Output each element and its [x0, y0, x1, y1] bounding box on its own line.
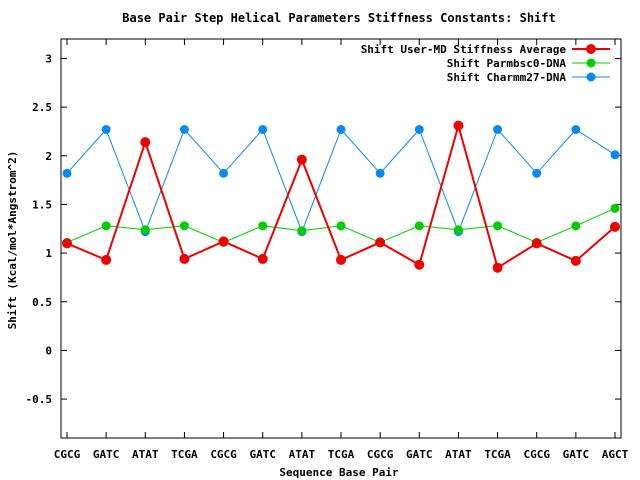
series-1 — [62, 120, 620, 273]
x-axis-label: Sequence Base Pair — [279, 466, 399, 479]
data-point — [101, 221, 111, 231]
y-tick-label: 2.5 — [32, 101, 52, 114]
data-point — [493, 221, 503, 231]
data-point — [336, 221, 346, 231]
y-tick-label: -0.5 — [26, 393, 53, 406]
chart-title: Base Pair Step Helical Parameters Stiffn… — [122, 11, 555, 25]
data-point — [414, 125, 424, 135]
x-tick-label: ATAT — [289, 448, 316, 461]
data-point — [453, 225, 463, 235]
data-point — [375, 168, 385, 178]
data-point — [571, 125, 581, 135]
data-point — [571, 221, 581, 231]
x-tick-label: GATC — [563, 448, 590, 461]
data-point — [610, 203, 620, 213]
legend-label: Shift Parmbsc0-DNA — [447, 57, 567, 70]
x-tick-label: ATAT — [132, 448, 159, 461]
x-tick-label: CGCG — [367, 448, 394, 461]
data-point — [570, 255, 581, 266]
series-layer — [62, 120, 620, 273]
data-point — [492, 262, 503, 273]
data-point — [453, 120, 464, 131]
data-point — [257, 253, 268, 264]
data-point — [140, 225, 150, 235]
data-point — [493, 125, 503, 135]
y-tick-label: 1.5 — [32, 198, 52, 211]
data-point — [179, 221, 189, 231]
y-axis: -0.5 0 0.5 1 1.5 2 2.5 3 — [26, 52, 621, 406]
y-tick-label: 2 — [45, 150, 52, 163]
data-point — [531, 238, 542, 249]
data-point — [140, 137, 151, 148]
data-point — [414, 259, 425, 270]
legend-swatch-point — [586, 58, 596, 68]
data-point — [297, 226, 307, 236]
x-tick-label: ATAT — [445, 448, 472, 461]
data-point — [610, 221, 620, 232]
data-point — [101, 254, 112, 265]
data-point — [62, 238, 72, 249]
x-tick-label: CGCG — [54, 448, 81, 461]
legend-label: Shift Charmm27-DNA — [447, 71, 567, 84]
data-point — [179, 125, 189, 135]
data-point — [336, 125, 346, 135]
legend-swatch-point — [586, 44, 596, 54]
y-tick-label: 0 — [45, 344, 52, 357]
data-point — [218, 236, 229, 247]
data-point — [336, 254, 346, 265]
x-tick-label: GATC — [406, 448, 433, 461]
x-axis: CGCG GATC ATAT TCGA CGCG GATC ATAT TCGA CGCG GATC… — [54, 39, 629, 461]
x-tick-label: TCGA — [328, 448, 355, 461]
data-point — [219, 168, 229, 178]
data-point — [532, 168, 542, 178]
data-point — [258, 125, 268, 135]
x-tick-label: GATC — [249, 448, 276, 461]
x-tick-label: TCGA — [484, 448, 511, 461]
y-tick-label: 3 — [45, 52, 52, 65]
y-axis-label: Shift (Kcal/mol*Angstrom^2) — [6, 151, 19, 330]
y-tick-label: 1 — [45, 247, 52, 260]
data-point — [296, 154, 307, 165]
data-point — [179, 253, 190, 264]
legend-label: Shift User-MD Stiffness Average — [361, 43, 567, 56]
x-tick-label: TCGA — [171, 448, 198, 461]
x-tick-label: CGCG — [523, 448, 550, 461]
x-tick-label: AGCT — [602, 448, 629, 461]
y-tick-label: 0.5 — [32, 296, 52, 309]
x-tick-label: GATC — [93, 448, 120, 461]
data-point — [375, 237, 386, 248]
data-point — [414, 221, 424, 231]
legend-swatch-point — [586, 72, 596, 82]
data-point — [258, 221, 268, 231]
data-point — [610, 150, 620, 160]
x-tick-label: CGCG — [210, 448, 237, 461]
data-point — [101, 125, 111, 135]
data-point — [62, 168, 72, 178]
